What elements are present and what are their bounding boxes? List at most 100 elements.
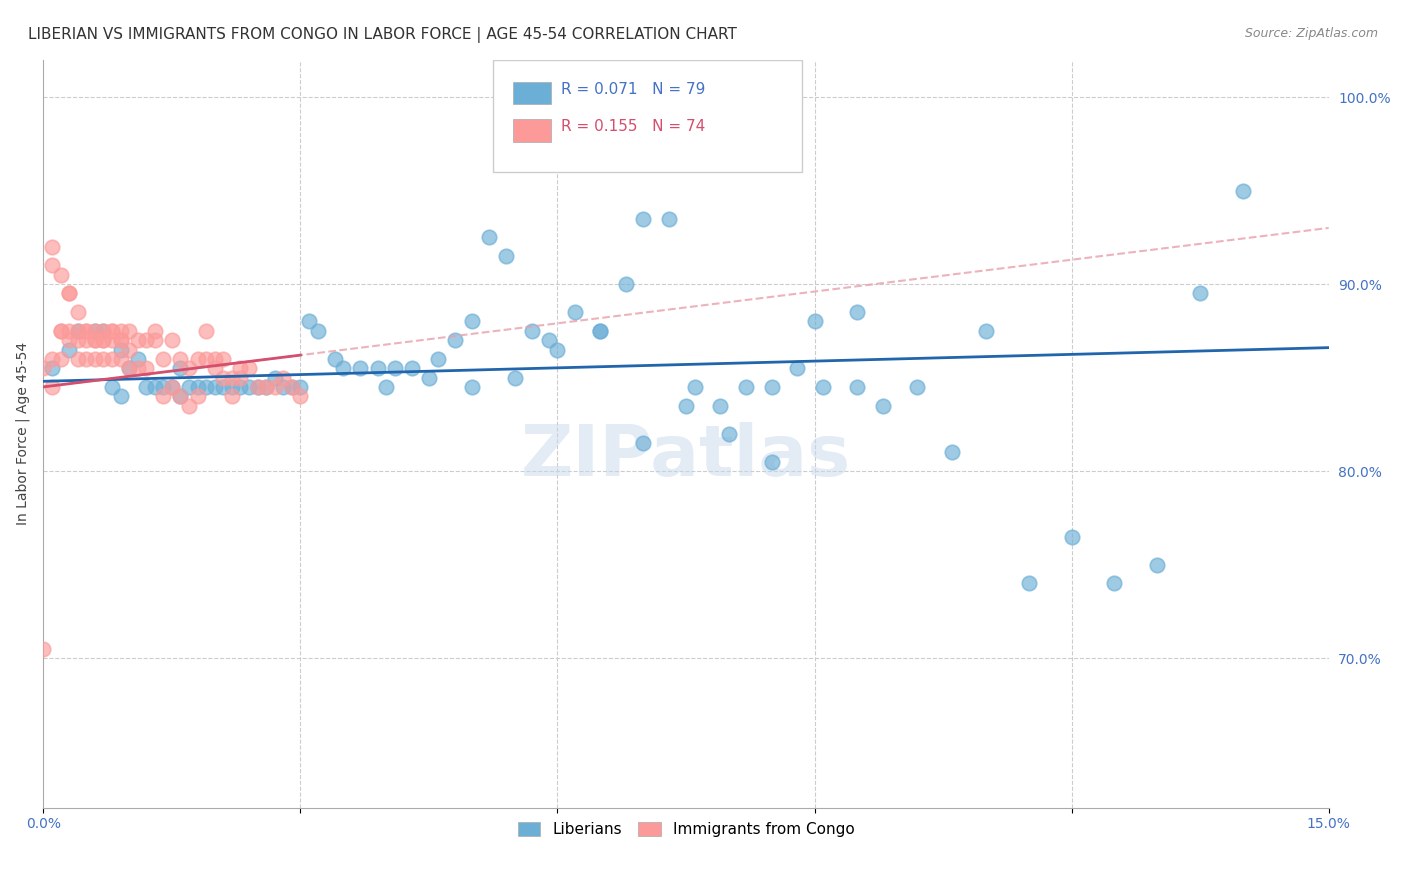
Point	[110, 333, 132, 347]
Point	[143, 333, 166, 347]
Point	[811, 380, 834, 394]
Point	[905, 380, 928, 394]
Point	[169, 361, 191, 376]
Point	[212, 380, 235, 394]
Point	[49, 324, 72, 338]
Point	[872, 399, 894, 413]
Point	[290, 389, 312, 403]
Point	[846, 305, 869, 319]
Point	[204, 361, 226, 376]
Point	[160, 333, 183, 347]
Point	[49, 324, 72, 338]
Point	[683, 380, 706, 394]
Point	[195, 351, 218, 366]
Point	[135, 333, 157, 347]
Point	[281, 380, 304, 394]
Point	[846, 380, 869, 394]
Point	[221, 380, 243, 394]
Point	[66, 324, 89, 338]
FancyBboxPatch shape	[494, 60, 801, 172]
Point	[589, 324, 612, 338]
Point	[229, 361, 252, 376]
Point	[66, 305, 89, 319]
Point	[229, 370, 252, 384]
Point	[658, 211, 681, 226]
Point	[66, 333, 89, 347]
Point	[143, 380, 166, 394]
Point	[118, 343, 141, 357]
Point	[290, 380, 312, 394]
Point	[93, 333, 115, 347]
Point	[101, 351, 124, 366]
Point	[118, 361, 141, 376]
Point	[367, 361, 389, 376]
Point	[564, 305, 586, 319]
FancyBboxPatch shape	[513, 82, 551, 104]
Point	[49, 268, 72, 282]
Point	[93, 333, 115, 347]
Point	[212, 370, 235, 384]
Point	[101, 380, 124, 394]
Point	[537, 333, 560, 347]
Point	[143, 324, 166, 338]
Point	[58, 333, 80, 347]
Point	[152, 351, 174, 366]
Point	[160, 380, 183, 394]
Point	[58, 324, 80, 338]
Point	[271, 370, 294, 384]
Point	[169, 389, 191, 403]
Point	[941, 445, 963, 459]
Point	[160, 380, 183, 394]
Point	[110, 389, 132, 403]
Point	[32, 361, 55, 376]
Text: R = 0.155   N = 74: R = 0.155 N = 74	[561, 120, 706, 135]
Point	[127, 361, 149, 376]
Point	[443, 333, 465, 347]
Point	[195, 324, 218, 338]
Point	[1232, 184, 1254, 198]
Point	[212, 351, 235, 366]
Point	[298, 314, 321, 328]
Point	[803, 314, 825, 328]
Point	[1018, 576, 1040, 591]
Point	[101, 324, 124, 338]
Text: Source: ZipAtlas.com: Source: ZipAtlas.com	[1244, 27, 1378, 40]
Point	[401, 361, 423, 376]
Point	[49, 351, 72, 366]
Point	[118, 361, 141, 376]
Point	[547, 343, 569, 357]
Point	[246, 380, 269, 394]
Point	[614, 277, 637, 291]
Point	[127, 333, 149, 347]
Point	[761, 455, 783, 469]
Point	[83, 333, 105, 347]
Point	[187, 351, 209, 366]
Point	[83, 324, 105, 338]
Point	[93, 324, 115, 338]
Point	[735, 380, 758, 394]
Point	[177, 380, 200, 394]
Point	[974, 324, 997, 338]
Point	[66, 351, 89, 366]
Point	[589, 324, 612, 338]
Point	[384, 361, 406, 376]
Text: LIBERIAN VS IMMIGRANTS FROM CONGO IN LABOR FORCE | AGE 45-54 CORRELATION CHART: LIBERIAN VS IMMIGRANTS FROM CONGO IN LAB…	[28, 27, 737, 43]
Point	[41, 258, 63, 272]
Point	[101, 324, 124, 338]
Point	[332, 361, 354, 376]
Point	[75, 333, 97, 347]
Text: ZIPatlas: ZIPatlas	[522, 422, 851, 491]
Point	[110, 324, 132, 338]
Point	[195, 380, 218, 394]
Point	[177, 399, 200, 413]
Point	[221, 370, 243, 384]
Point	[177, 361, 200, 376]
Point	[110, 333, 132, 347]
Point	[520, 324, 543, 338]
FancyBboxPatch shape	[513, 120, 551, 142]
Point	[169, 389, 191, 403]
Point	[1146, 558, 1168, 572]
Text: R = 0.071   N = 79: R = 0.071 N = 79	[561, 82, 706, 97]
Point	[93, 351, 115, 366]
Point	[41, 239, 63, 253]
